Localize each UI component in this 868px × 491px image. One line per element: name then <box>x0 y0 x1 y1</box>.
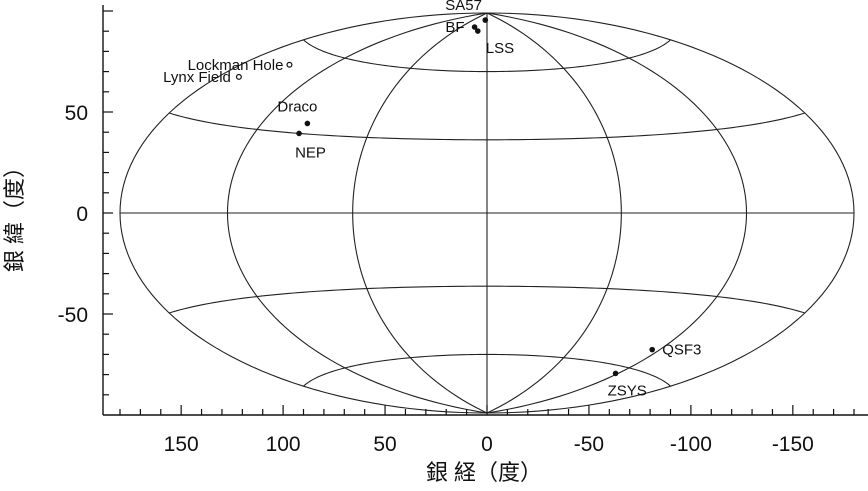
field-label: Lockman Hole <box>188 57 284 74</box>
field-label: Draco <box>277 98 317 115</box>
field-label: NEP <box>295 144 326 161</box>
field-label: BF <box>445 19 464 36</box>
parallel-line <box>169 285 805 314</box>
field-marker <box>649 346 655 353</box>
y-tick-label: 50 <box>65 102 88 125</box>
field-marker <box>286 61 293 68</box>
x-tick-label: 150 <box>164 433 199 456</box>
y-axis-title: 銀 緯（度） <box>2 156 27 272</box>
field-marker <box>474 28 481 34</box>
axis-ticks: 150 100 50 0 -50 -100 -150 50 0 -50 <box>58 10 855 456</box>
x-axis-title: 銀 経（度） <box>426 460 542 485</box>
x-tick-label: -150 <box>772 433 814 456</box>
plot-frame <box>102 5 868 416</box>
x-tick-label: -50 <box>574 433 604 456</box>
field-label: ZSYS <box>608 382 647 399</box>
y-tick-label: -50 <box>58 304 88 327</box>
field-marker <box>471 24 478 30</box>
field-marker <box>482 17 489 23</box>
field-marker <box>612 370 619 377</box>
coordinate-grid <box>119 12 855 414</box>
x-tick-label: 100 <box>266 433 301 456</box>
field-marker <box>304 120 311 127</box>
parallel-line <box>303 39 671 73</box>
x-tick-label: 50 <box>373 433 396 456</box>
field-label: Lynx Field <box>163 69 231 86</box>
field-marker <box>296 130 302 137</box>
field-label: QSF3 <box>662 342 701 359</box>
x-tick-label: 0 <box>481 433 493 456</box>
parallel-line <box>303 353 671 387</box>
x-tick-label: -100 <box>670 433 712 456</box>
y-tick-label: 0 <box>76 203 88 226</box>
parallel-line <box>169 112 805 141</box>
field-marker <box>235 73 242 80</box>
field-label: SA57 <box>445 0 482 14</box>
field-label: LSS <box>486 40 514 57</box>
